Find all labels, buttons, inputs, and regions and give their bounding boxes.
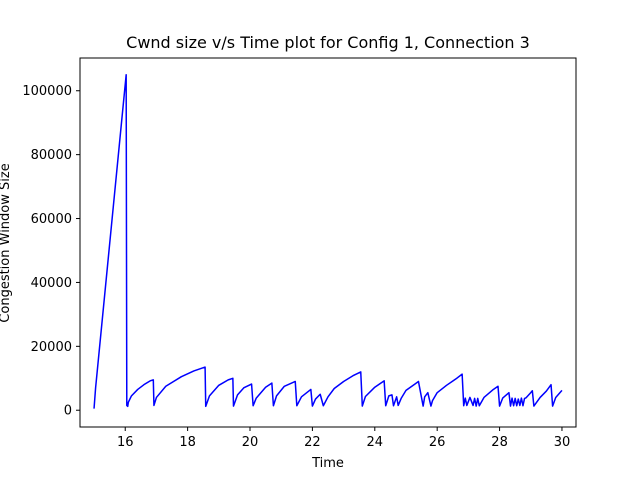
x-axis-label: Time: [311, 456, 344, 471]
y-axis-label: Congestion Window Size: [0, 163, 13, 322]
x-tick-label: 20: [242, 435, 259, 450]
x-tick-label: 18: [179, 435, 196, 450]
plot-area: [79, 57, 577, 428]
x-tick-label: 30: [554, 435, 571, 450]
y-tick-label: 40000: [31, 276, 72, 291]
chart-title: Cwnd size v/s Time plot for Config 1, Co…: [126, 33, 530, 52]
x-tick-label: 26: [429, 435, 446, 450]
x-tick-label: 24: [367, 435, 384, 450]
y-tick-label: 100000: [22, 84, 72, 99]
x-tick-label: 22: [304, 435, 321, 450]
axes-frame: [79, 57, 577, 428]
cwnd-series-line: [93, 74, 563, 409]
x-tick-label: 28: [491, 435, 508, 450]
x-tick-label: 16: [117, 435, 134, 450]
y-tick-label: 80000: [31, 148, 72, 163]
y-tick-label: 0: [64, 404, 72, 419]
y-tick-label: 20000: [31, 340, 72, 355]
y-tick-label: 60000: [31, 212, 72, 227]
x-axis-ticks: 16 18 20 22 24 26 28 30: [117, 427, 570, 450]
y-axis-ticks: 0 20000 40000 60000 80000 100000: [22, 84, 80, 419]
